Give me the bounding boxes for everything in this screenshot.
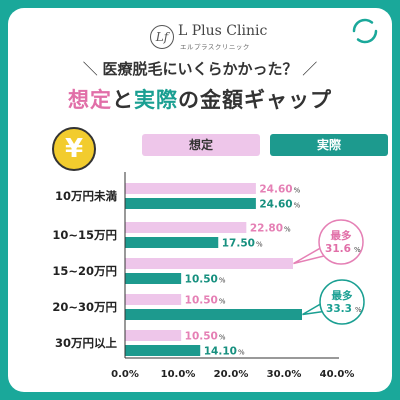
actual-callout-value: 33.3 [326,303,352,315]
x-tick-label: 10.0% [161,369,196,380]
estimated-callout-value: 31.6 [325,243,351,255]
slash-right-icon: ／ [297,60,318,78]
estimated-callout-label: 最多 [331,229,352,242]
percent-unit: % [256,241,263,249]
estimated-bar [125,222,247,233]
yen-coin-icon: ¥ [52,127,96,171]
estimated-value-label: 10.50 [185,295,218,307]
actual-value-label: 17.50 [222,238,255,250]
actual-bar [125,309,302,320]
category-label: 20~30万円 [52,300,117,314]
title-connector: と [112,88,134,112]
actual-bar [125,237,219,248]
legend-estimated: 想定 [142,134,260,156]
estimated-value-label: 10.50 [185,331,218,343]
legend-actual: 実際 [270,134,388,156]
actual-callout-bubble [319,279,365,325]
actual-value-label: 10.50 [185,274,218,286]
category-label: 15~20万円 [52,264,117,278]
estimated-bar [125,330,182,341]
actual-value-label: 14.10 [204,346,237,358]
category-label: 30万円以上 [55,336,118,350]
actual-value-label: 24.60 [259,199,292,211]
title-rest: の金額ギャップ [178,88,332,112]
estimated-bar [125,183,256,194]
title-actual: 実際 [134,88,178,112]
estimated-value-label: 22.80 [250,223,283,235]
percent-unit: % [294,202,301,210]
percent-unit: % [219,298,226,306]
x-tick-label: 30.0% [267,369,302,380]
percent-unit: % [219,277,226,285]
percent-unit: % [294,187,301,195]
percent-unit: % [284,226,291,234]
clinic-logo-mark: Lf [150,25,174,49]
actual-bar [125,198,256,209]
actual-callout-unit: % [355,306,362,314]
x-tick-label: 20.0% [214,369,249,380]
percent-unit: % [219,334,226,342]
estimated-bar [125,258,293,269]
estimated-callout-unit: % [354,246,361,254]
actual-bar [125,345,201,356]
clinic-name-kana: エルプラスクリニック [180,43,250,51]
x-tick-label: 40.0% [320,369,355,380]
refresh-icon[interactable] [348,14,382,48]
subtitle-text: 医療脱毛にいくらかかった？ [102,60,298,78]
category-label: 10万円未満 [55,189,118,203]
slash-left-icon: ＼ [82,60,103,78]
estimated-bar [125,294,182,305]
clinic-name: L Plus Clinic [178,23,268,39]
subtitle: ＼ 医療脱毛にいくらかかった？ ／ [0,58,400,79]
estimated-callout-bubble [318,219,364,265]
actual-bar [125,273,182,284]
x-tick-label: 0.0% [111,369,139,380]
page-title: 想定と実際の金額ギャップ [0,84,400,114]
percent-unit: % [238,349,245,357]
title-estimated: 想定 [68,88,112,112]
category-label: 10~15万円 [52,228,117,242]
estimated-value-label: 24.60 [259,184,292,196]
actual-callout-label: 最多 [332,289,353,302]
